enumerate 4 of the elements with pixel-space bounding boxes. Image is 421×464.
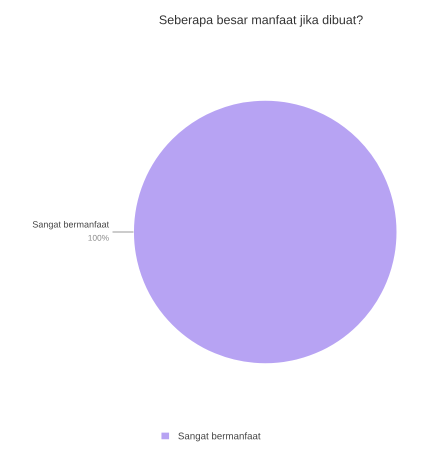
data-label: 100% [88, 234, 109, 241]
slice-label: Sangat bermanfaat [32, 220, 110, 230]
legend-label: Sangat bermanfaat [178, 432, 261, 442]
chart-title: Seberapa besar manfaat jika dibuat? [159, 15, 363, 27]
